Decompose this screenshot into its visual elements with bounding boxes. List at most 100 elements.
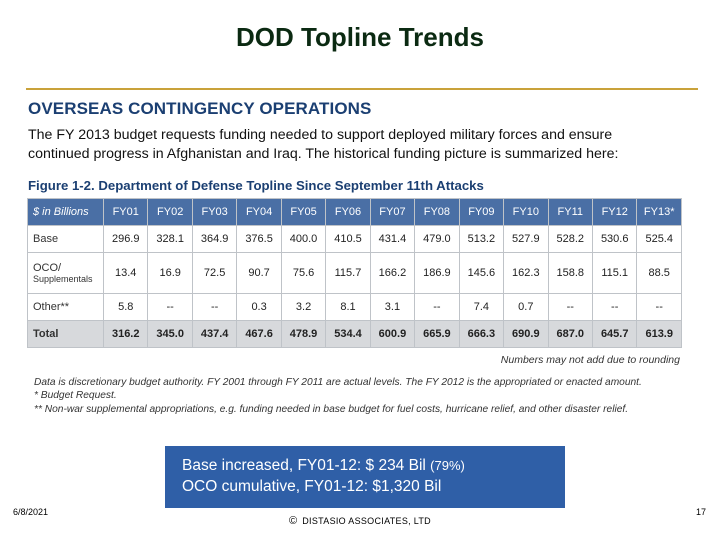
table-cell: 534.4 bbox=[325, 320, 371, 348]
table-row-base: Base 296.9 328.1 364.9 376.5 400.0 410.5… bbox=[27, 225, 682, 253]
table-cell: 376.5 bbox=[236, 225, 282, 253]
slide-title: DOD Topline Trends bbox=[236, 22, 484, 52]
year-header: FY12 bbox=[591, 198, 638, 226]
table-cell: -- bbox=[547, 293, 593, 321]
table-cell: 88.5 bbox=[636, 252, 682, 294]
copyright-text: DISTASIO ASSOCIATES, LTD bbox=[302, 516, 431, 526]
table-cell: 145.6 bbox=[458, 252, 505, 294]
table-cell: 410.5 bbox=[325, 225, 371, 253]
row-label: Other** bbox=[27, 293, 104, 321]
table-cell: 665.9 bbox=[414, 320, 460, 348]
year-header: FY01 bbox=[102, 198, 149, 226]
row-label: Base bbox=[27, 225, 104, 253]
table-cell: 364.9 bbox=[191, 225, 238, 253]
table-cell: 5.8 bbox=[102, 293, 149, 321]
table-cell: 530.6 bbox=[591, 225, 638, 253]
table-cell: 115.1 bbox=[591, 252, 638, 294]
rounding-note: Numbers may not add due to rounding bbox=[500, 354, 680, 366]
table-cell: -- bbox=[591, 293, 638, 321]
row-label-sub: Supplementals bbox=[33, 273, 93, 284]
table-cell: -- bbox=[147, 293, 193, 321]
table-cell: 90.7 bbox=[236, 252, 282, 294]
year-header: FY10 bbox=[503, 198, 549, 226]
table-notes: Data is discretionary budget authority. … bbox=[34, 376, 674, 416]
year-header: FY06 bbox=[325, 198, 371, 226]
year-header: FY08 bbox=[414, 198, 460, 226]
intro-line-2: continued progress in Afghanistan and Ir… bbox=[28, 146, 619, 162]
row-label: Total bbox=[27, 320, 104, 348]
title-divider bbox=[26, 88, 698, 90]
table-cell: 3.2 bbox=[280, 293, 327, 321]
footer-copyright: © DISTASIO ASSOCIATES, LTD bbox=[0, 515, 720, 527]
table-cell: 13.4 bbox=[102, 252, 149, 294]
table-cell: 3.1 bbox=[369, 293, 416, 321]
table-cell: 479.0 bbox=[414, 225, 460, 253]
table-cell: 296.9 bbox=[102, 225, 149, 253]
table-cell: 600.9 bbox=[369, 320, 416, 348]
table-cell: 431.4 bbox=[369, 225, 416, 253]
table-cell: 527.9 bbox=[503, 225, 549, 253]
summary-line-oco: OCO cumulative, FY01-12: $1,320 Bil bbox=[182, 478, 442, 495]
note-budget-request: * Budget Request. bbox=[34, 390, 117, 402]
table-cell: -- bbox=[191, 293, 238, 321]
row-label: OCO/ Supplementals bbox=[27, 252, 104, 294]
year-header: FY11 bbox=[547, 198, 593, 226]
year-header: FY03 bbox=[191, 198, 238, 226]
summary-base-percent: (79%) bbox=[430, 458, 465, 473]
copyright-icon: © bbox=[289, 515, 298, 527]
table-cell: 316.2 bbox=[102, 320, 149, 348]
table-cell: 328.1 bbox=[147, 225, 193, 253]
table-cell: 8.1 bbox=[325, 293, 371, 321]
year-header: FY02 bbox=[147, 198, 193, 226]
table-cell: 186.9 bbox=[414, 252, 460, 294]
page-number: 17 bbox=[695, 507, 706, 517]
note-data-source: Data is discretionary budget authority. … bbox=[34, 377, 642, 388]
table-cell: 513.2 bbox=[458, 225, 505, 253]
summary-box: Base increased, FY01-12: $ 234 Bil (79%)… bbox=[165, 446, 565, 508]
table-cell: 400.0 bbox=[280, 225, 327, 253]
table-cell: 528.2 bbox=[547, 225, 593, 253]
table-cell: 72.5 bbox=[191, 252, 238, 294]
table-row-other: Other** 5.8 -- -- 0.3 3.2 8.1 3.1 -- 7.4… bbox=[27, 293, 682, 321]
table-cell: -- bbox=[636, 293, 682, 321]
table-cell: 0.3 bbox=[236, 293, 282, 321]
table-cell: 467.6 bbox=[236, 320, 282, 348]
table-cell: 478.9 bbox=[280, 320, 327, 348]
table-cell: 437.4 bbox=[191, 320, 238, 348]
intro-line-1: The FY 2013 budget requests funding need… bbox=[28, 127, 613, 143]
section-heading: OVERSEAS CONTINGENCY OPERATIONS bbox=[28, 99, 372, 118]
table-cell: 16.9 bbox=[147, 252, 193, 294]
summary-line-base: Base increased, FY01-12: $ 234 Bil (79%) bbox=[182, 455, 565, 476]
year-header: FY13* bbox=[636, 198, 682, 226]
summary-base-text: Base increased, FY01-12: $ 234 Bil bbox=[182, 457, 426, 474]
table-cell: -- bbox=[414, 293, 460, 321]
table-cell: 166.2 bbox=[369, 252, 416, 294]
table-cell: 645.7 bbox=[591, 320, 638, 348]
table-cell: 75.6 bbox=[280, 252, 327, 294]
year-header: FY04 bbox=[236, 198, 282, 226]
topline-table: $ in Billions FY01 FY02 FY03 FY04 FY05 F… bbox=[27, 198, 682, 348]
row-label-main: OCO/ bbox=[33, 261, 62, 274]
table-cell: 0.7 bbox=[503, 293, 549, 321]
table-row-oco: OCO/ Supplementals 13.4 16.9 72.5 90.7 7… bbox=[27, 252, 682, 294]
footer-date: 6/8/2021 bbox=[13, 507, 49, 517]
year-header: FY07 bbox=[369, 198, 416, 226]
table-cell: 687.0 bbox=[547, 320, 593, 348]
table-cell: 7.4 bbox=[458, 293, 505, 321]
table-header-row: $ in Billions FY01 FY02 FY03 FY04 FY05 F… bbox=[27, 198, 682, 226]
figure-caption: Figure 1-2. Department of Defense Toplin… bbox=[28, 178, 484, 193]
year-header: FY09 bbox=[458, 198, 505, 226]
table-cell: 613.9 bbox=[636, 320, 682, 348]
table-cell: 525.4 bbox=[636, 225, 682, 253]
table-row-total: Total 316.2 345.0 437.4 467.6 478.9 534.… bbox=[27, 320, 682, 348]
table-cell: 345.0 bbox=[147, 320, 193, 348]
table-cell: 666.3 bbox=[458, 320, 505, 348]
year-header: FY05 bbox=[280, 198, 327, 226]
note-non-war: ** Non-war supplemental appropriations, … bbox=[34, 403, 629, 415]
intro-paragraph: The FY 2013 budget requests funding need… bbox=[28, 126, 693, 164]
table-cell: 162.3 bbox=[503, 252, 549, 294]
table-cell: 690.9 bbox=[503, 320, 549, 348]
row-header-cell: $ in Billions bbox=[27, 198, 104, 226]
table-cell: 158.8 bbox=[547, 252, 593, 294]
table-cell: 115.7 bbox=[325, 252, 371, 294]
